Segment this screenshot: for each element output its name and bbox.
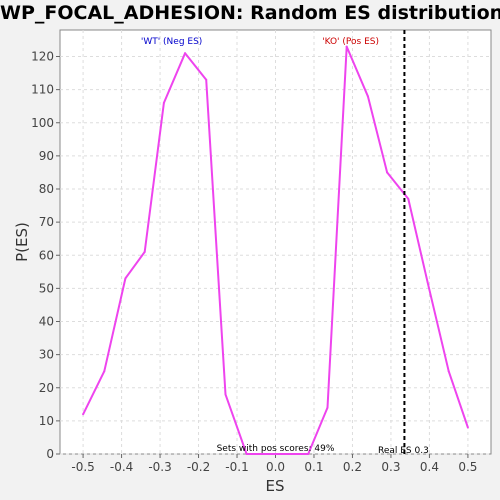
pos-es-label: 'KO' (Pos ES) — [322, 37, 379, 47]
x-tick-label: 0.4 — [420, 460, 439, 474]
y-tick-label: 50 — [39, 281, 54, 295]
data-point — [266, 453, 269, 455]
y-tick-label: 80 — [39, 182, 54, 196]
real-es-label: Real ES 0.3 — [378, 446, 429, 456]
data-point — [466, 426, 469, 429]
y-tick-label: 20 — [39, 381, 54, 395]
x-axis-label: ES — [266, 477, 285, 495]
x-tick-label: 0.3 — [381, 460, 400, 474]
axes: 0 10 20 30 40 50 60 70 80 90 100 110 120 -0.5 -0.4 -0.3… — [31, 50, 477, 475]
x-tick-label: -0.1 — [225, 460, 248, 474]
series-marks — [82, 30, 469, 455]
data-point — [82, 413, 85, 416]
grid-lines — [60, 30, 491, 455]
data-point — [184, 52, 187, 55]
x-tick-label: 0.0 — [266, 460, 285, 474]
neg-es-label: 'WT' (Neg ES) — [141, 37, 202, 47]
data-point — [224, 393, 227, 396]
data-point — [366, 95, 369, 98]
y-tick-label: 10 — [39, 414, 54, 428]
data-point — [205, 78, 208, 81]
data-point — [143, 250, 146, 253]
y-tick-label: 90 — [39, 149, 54, 163]
sets-pos-scores-label: Sets with pos scores: 49% — [217, 444, 335, 454]
y-tick-label: 0 — [46, 447, 54, 461]
data-point — [345, 45, 348, 48]
data-point — [103, 370, 106, 373]
y-tick-label: 110 — [31, 83, 54, 97]
x-tick-label: 0.5 — [458, 460, 477, 474]
x-tick-label: -0.4 — [110, 460, 133, 474]
data-point — [162, 101, 165, 104]
data-point — [386, 171, 389, 174]
y-tick-label: 60 — [39, 248, 54, 262]
y-tick-label: 100 — [31, 116, 54, 130]
data-point — [447, 370, 450, 373]
y-tick-label: 30 — [39, 348, 54, 362]
data-point — [245, 453, 248, 455]
y-tick-label: 120 — [31, 50, 54, 64]
x-tick-label: -0.5 — [71, 460, 94, 474]
data-point — [307, 453, 310, 455]
data-point — [286, 453, 289, 455]
chart-title: WP_FOCAL_ADHESION: Random ES distributio… — [0, 2, 500, 24]
data-point — [326, 406, 329, 409]
data-point — [426, 280, 429, 283]
y-axis-label: P(ES) — [13, 222, 31, 262]
x-tick-label: 0.1 — [304, 460, 323, 474]
data-point — [124, 277, 127, 280]
x-tick-label: 0.2 — [343, 460, 362, 474]
x-tick-label: -0.2 — [187, 460, 210, 474]
annotations: 'WT' (Neg ES) 'KO' (Pos ES) Sets with pos … — [141, 37, 429, 456]
data-point — [407, 197, 410, 200]
y-tick-label: 40 — [39, 315, 54, 329]
y-tick-label: 70 — [39, 215, 54, 229]
x-tick-label: -0.3 — [148, 460, 171, 474]
